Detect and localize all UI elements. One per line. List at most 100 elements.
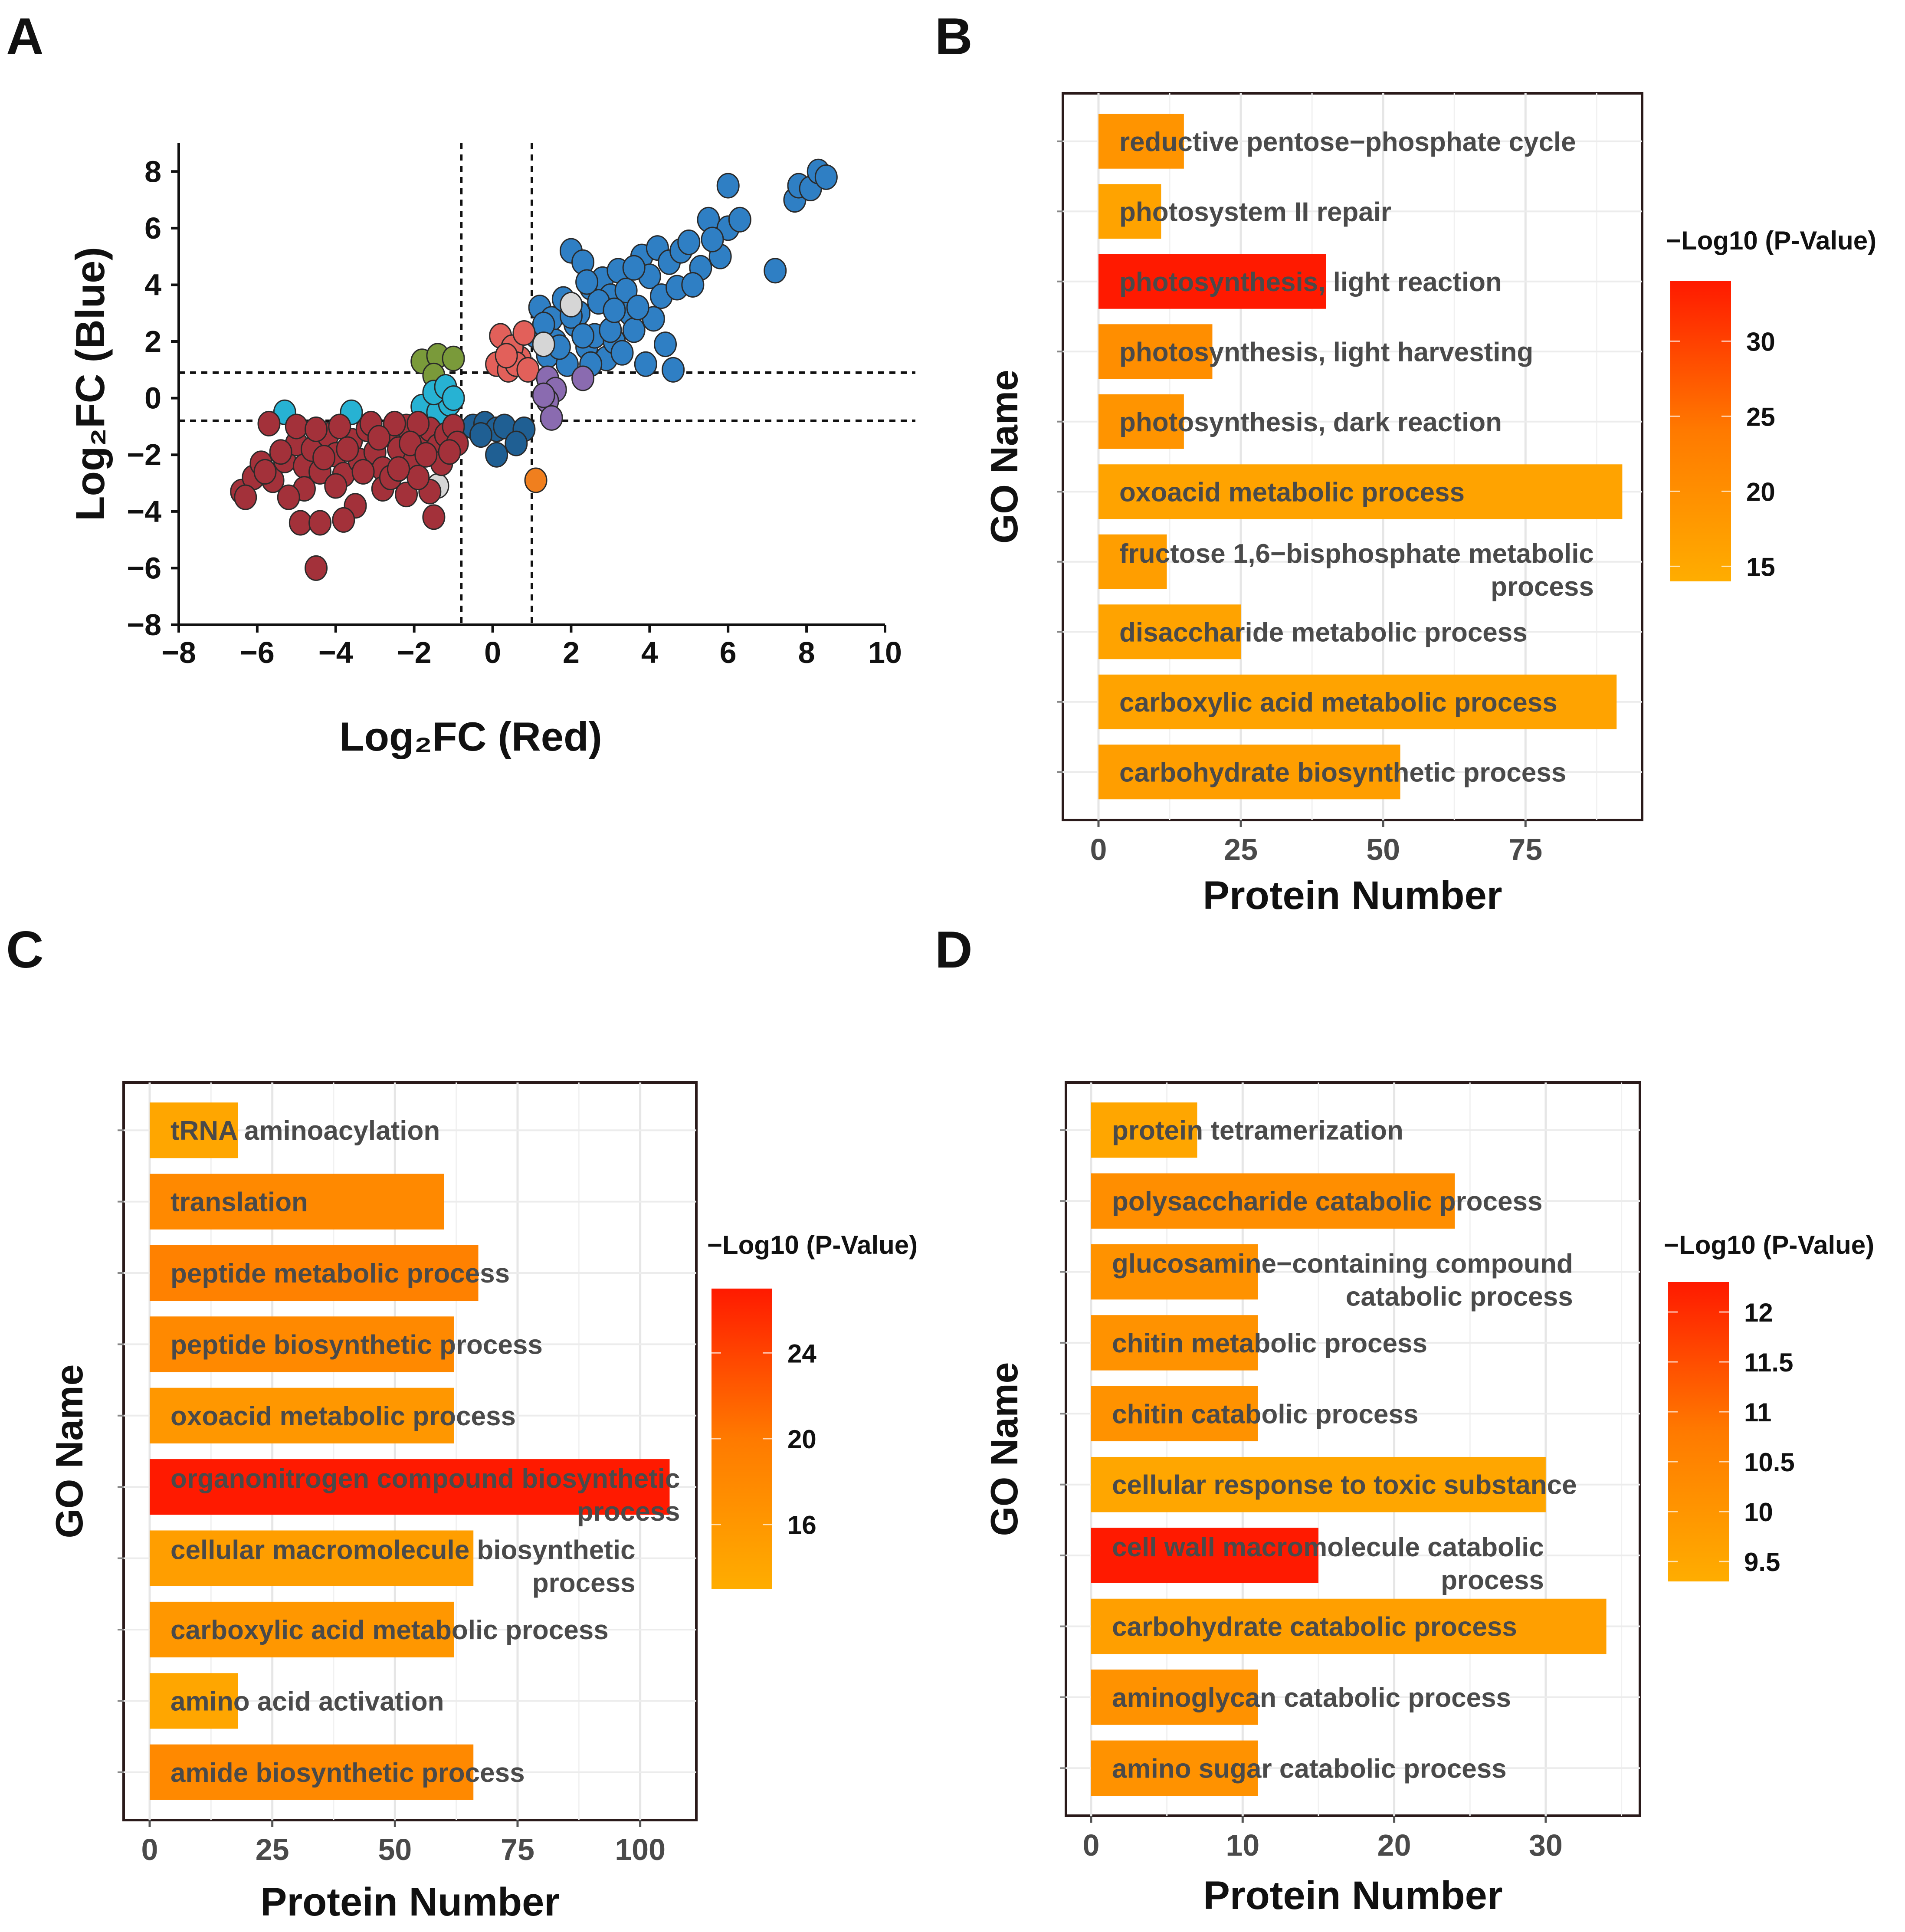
- scatter-point: [442, 385, 465, 411]
- x-tick-label: −6: [240, 636, 275, 669]
- bar-label: reductive pentose−phosphate cycle: [1119, 127, 1576, 157]
- x-axis-title: Protein Number: [1203, 873, 1502, 918]
- bar: [1091, 1386, 1258, 1442]
- legend-tick-label: 20: [1746, 477, 1775, 506]
- x-ticks: 0 25 50 75 100: [141, 1820, 666, 1866]
- y-tick-label: −8: [127, 608, 161, 642]
- bars: [1091, 1102, 1607, 1796]
- bar: [150, 1387, 454, 1443]
- panel-c-go-bar-chart: tRNA aminoacylation translation peptide me…: [48, 1081, 918, 1924]
- legend-tick-label: 16: [787, 1511, 816, 1540]
- scatter-point: [269, 439, 292, 465]
- scatter-point: [383, 410, 406, 436]
- bar-label: carboxylic acid metabolic process: [1119, 688, 1557, 718]
- scatter-point: [677, 230, 701, 256]
- bar: [1098, 254, 1326, 309]
- x-tick-label: 2: [563, 636, 580, 669]
- legend-tick-label: 24: [787, 1339, 816, 1368]
- bar: [1091, 1740, 1258, 1796]
- bar-label: amino acid activation: [170, 1686, 444, 1716]
- bar-label: polysaccharide catabolic process: [1112, 1187, 1542, 1217]
- bar-label: carboxylic acid metabolic process: [170, 1615, 609, 1645]
- x-tick-label: 50: [1366, 833, 1400, 866]
- x-tick-label: 30: [1529, 1828, 1563, 1862]
- panel-a-axes: [177, 143, 885, 626]
- scatter-point: [387, 456, 410, 482]
- legend-title: −Log10 (P-Value): [707, 1230, 918, 1260]
- bar: [150, 1102, 238, 1158]
- scatter-point: [469, 422, 492, 448]
- panel-a-y-axis-title: Log₂FC (Blue): [67, 247, 113, 521]
- scatter-point: [532, 382, 555, 408]
- scatter-point: [603, 297, 626, 323]
- scatter-point: [634, 351, 657, 377]
- x-tick-label: 4: [641, 636, 658, 669]
- y-tick-label: 6: [144, 211, 161, 245]
- scatter-point: [495, 343, 518, 369]
- scatter-point: [654, 331, 677, 358]
- bar: [150, 1459, 670, 1515]
- bar: [1091, 1315, 1258, 1371]
- x-tick-label: −2: [397, 636, 432, 669]
- x-tick-label: 25: [256, 1833, 289, 1866]
- panel-a-x-axis-title: Log₂FC (Red): [339, 714, 602, 759]
- bar-label: protein tetramerization: [1112, 1116, 1403, 1146]
- color-legend: −Log10 (P-Value) 15 20 25 30: [1666, 226, 1876, 581]
- bar: [1091, 1670, 1258, 1725]
- bar: [150, 1744, 474, 1800]
- legend-tick-label: 10: [1744, 1498, 1773, 1527]
- color-legend: −Log10 (P-Value) 16 20 24: [707, 1230, 918, 1589]
- y-tick-label: −4: [127, 495, 161, 528]
- color-legend: −Log10 (P-Value) 9.5 10 10.5 11 11.5 12: [1664, 1230, 1874, 1581]
- scatter-point: [516, 357, 540, 383]
- bar: [1098, 184, 1161, 239]
- bar: [1091, 1244, 1258, 1300]
- scatter-point: [308, 510, 332, 536]
- legend-tick-label: 30: [1746, 327, 1775, 356]
- y-tick-label: −2: [127, 438, 161, 472]
- scatter-point: [438, 439, 461, 465]
- x-tick-label: 10: [868, 636, 902, 669]
- scatter-point: [764, 258, 787, 284]
- scatter-point: [532, 331, 555, 358]
- bar-labels: reductive pentose−phosphate cycle photosy…: [1119, 127, 1594, 788]
- bar: [1091, 1173, 1455, 1229]
- legend-tick-label: 11: [1744, 1398, 1771, 1427]
- scatter-point: [328, 413, 351, 440]
- scatter-point: [701, 226, 724, 253]
- bar: [1098, 394, 1184, 449]
- scatter-point: [367, 425, 390, 451]
- scatter-point: [285, 413, 308, 440]
- scatter-point: [614, 278, 638, 304]
- panel-a-threshold-lines: [179, 143, 915, 625]
- bar: [1098, 464, 1623, 519]
- y-tick-label: 0: [144, 381, 161, 415]
- legend-title: −Log10 (P-Value): [1664, 1230, 1874, 1260]
- legend-tick-label: 15: [1746, 552, 1775, 581]
- bar: [1091, 1456, 1546, 1512]
- panel-letter-c: C: [6, 921, 44, 979]
- bar: [150, 1174, 444, 1230]
- bar-label: chitin metabolic process: [1112, 1328, 1427, 1358]
- scatter-point: [681, 272, 705, 298]
- scatter-point: [305, 555, 328, 581]
- scatter-point: [571, 323, 595, 349]
- bar-label: tRNA aminoacylation: [170, 1116, 440, 1146]
- y-tick-label: −6: [127, 551, 161, 585]
- scatter-point: [610, 340, 634, 366]
- legend-tick-label: 12: [1744, 1298, 1773, 1327]
- bar-label: amide biosynthetic process: [170, 1758, 525, 1788]
- bar-label: carbohydrate catabolic process: [1112, 1612, 1517, 1642]
- scatter-point: [253, 459, 277, 485]
- bar-label: oxoacid metabolic process: [170, 1401, 516, 1431]
- bar-label-continued: process: [532, 1568, 636, 1598]
- x-tick-label: 20: [1377, 1828, 1411, 1862]
- scatter-point: [277, 484, 300, 510]
- y-axis-title: GO Name: [983, 370, 1026, 544]
- x-tick-label: −4: [318, 636, 353, 669]
- x-axis-title: Protein Number: [1203, 1873, 1502, 1918]
- scatter-point: [395, 482, 418, 508]
- panel-letter-a: A: [6, 7, 44, 66]
- scatter-point: [289, 510, 312, 536]
- scatter-point: [716, 173, 740, 199]
